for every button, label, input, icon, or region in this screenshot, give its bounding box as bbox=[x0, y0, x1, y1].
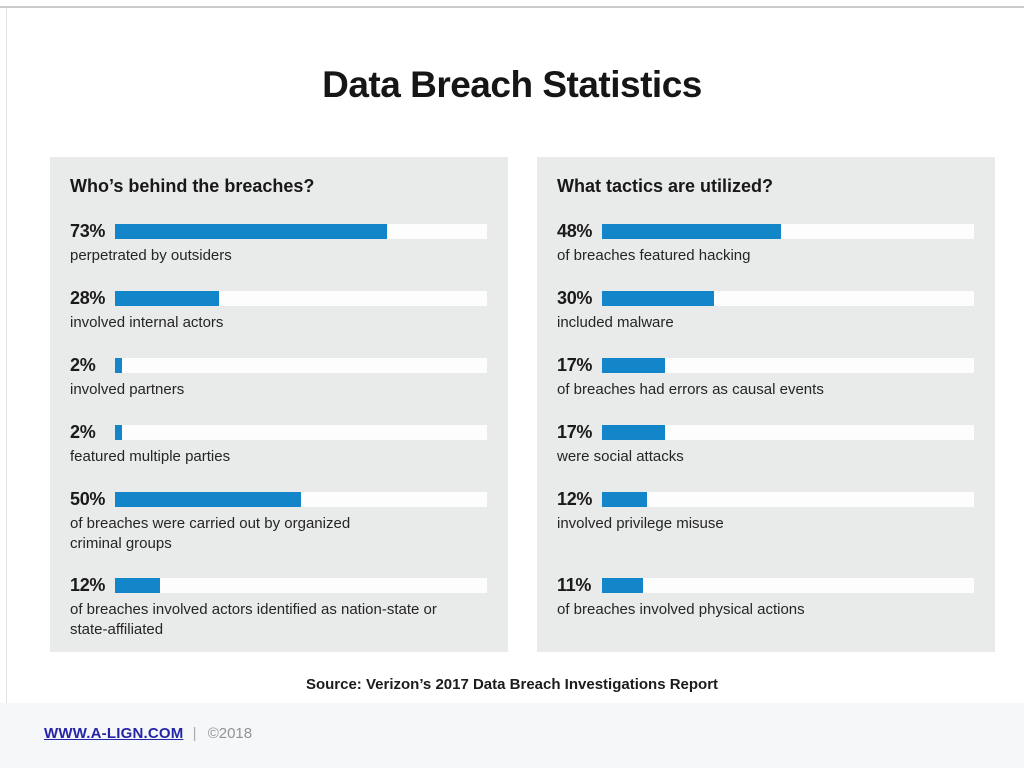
stat-rows: 48% of breaches featured hacking 30% includ… bbox=[557, 157, 974, 652]
stat-value-label: 2% bbox=[70, 421, 96, 442]
left-border-line bbox=[6, 8, 7, 704]
stat-row: 28% involved internal actors bbox=[70, 287, 487, 333]
stat-row: 17% of breaches had errors as causal even… bbox=[557, 354, 974, 400]
stat-row: 2% involved partners bbox=[70, 354, 487, 400]
stat-row: 12% involved privilege misuse bbox=[557, 488, 974, 534]
footer-separator: | bbox=[192, 725, 197, 742]
bar-line: 12% bbox=[557, 488, 974, 510]
stat-description: of breaches featured hacking bbox=[557, 247, 751, 264]
bar-fill bbox=[115, 491, 301, 507]
stat-value-label: 28% bbox=[70, 287, 106, 308]
bar-fill bbox=[115, 577, 160, 593]
stat-value-label: 17% bbox=[557, 421, 593, 442]
stat-row: 11% of breaches involved physical actions bbox=[557, 574, 974, 620]
bar-line: 30% bbox=[557, 287, 974, 309]
bar-line: 17% bbox=[557, 354, 974, 376]
stat-row: 12% of breaches involved actors identifie… bbox=[70, 574, 487, 640]
bar-line: 11% bbox=[557, 574, 974, 596]
stat-value-label: 11% bbox=[557, 574, 592, 595]
bar-line: 2% bbox=[70, 354, 487, 376]
website-link[interactable]: WWW.A-LIGN.COM bbox=[44, 725, 184, 742]
bar-line: 50% bbox=[70, 488, 487, 510]
stat-value-label: 12% bbox=[70, 574, 106, 595]
stat-row: 48% of breaches featured hacking bbox=[557, 220, 974, 266]
stat-row: 50% of breaches were carried out by organ… bbox=[70, 488, 487, 554]
panel-title: Who’s behind the breaches? bbox=[70, 176, 315, 196]
bar-line: 73% bbox=[70, 220, 487, 242]
bar-track bbox=[602, 491, 974, 507]
stat-description: of breaches involved physical actions bbox=[557, 601, 805, 618]
stat-value-label: 48% bbox=[557, 220, 593, 241]
bar-fill bbox=[602, 577, 643, 593]
bar-fill bbox=[602, 290, 714, 306]
bar-track bbox=[602, 223, 974, 239]
bar-line: 12% bbox=[70, 574, 487, 596]
bar-line: 2% bbox=[70, 421, 487, 443]
bar-track bbox=[115, 491, 487, 507]
stat-panel-tactics: What tactics are utilized? 48% of breache… bbox=[537, 157, 995, 652]
stat-panel-actors: Who’s behind the breaches? 73% perpetrate… bbox=[50, 157, 508, 652]
stat-value-label: 2% bbox=[70, 354, 96, 375]
bar-track bbox=[115, 223, 487, 239]
bar-track bbox=[115, 424, 487, 440]
stat-row: 2% featured multiple parties bbox=[70, 421, 487, 467]
stat-description: of breaches involved actors identified a… bbox=[70, 601, 437, 638]
top-border-line bbox=[0, 6, 1024, 8]
panel-title: What tactics are utilized? bbox=[557, 176, 774, 196]
bar-fill bbox=[602, 424, 666, 440]
bar-track bbox=[115, 290, 487, 306]
bar-fill bbox=[115, 424, 123, 440]
bar-track bbox=[115, 577, 487, 593]
stat-value-label: 30% bbox=[557, 287, 593, 308]
stat-rows: 73% perpetrated by outsiders 28% involved i… bbox=[70, 157, 487, 652]
stat-description: were social attacks bbox=[557, 448, 684, 465]
bar-fill bbox=[115, 223, 387, 239]
footer: WWW.A-LIGN.COM | ©2018 bbox=[0, 703, 1024, 768]
stat-description: of breaches were carried out by organize… bbox=[70, 515, 351, 552]
stat-value-label: 12% bbox=[557, 488, 593, 509]
bar-fill bbox=[115, 357, 123, 373]
bar-track bbox=[602, 424, 974, 440]
bar-line: 28% bbox=[70, 287, 487, 309]
stat-value-label: 73% bbox=[70, 220, 106, 241]
bar-fill bbox=[602, 357, 666, 373]
stat-description: included malware bbox=[557, 314, 674, 331]
stat-row: 17% were social attacks bbox=[557, 421, 974, 467]
bar-fill bbox=[115, 290, 220, 306]
bar-track bbox=[602, 357, 974, 373]
bar-line: 48% bbox=[557, 220, 974, 242]
bar-fill bbox=[602, 223, 781, 239]
stat-row: 30% included malware bbox=[557, 287, 974, 333]
stat-description: of breaches had errors as causal events bbox=[557, 381, 824, 398]
stat-description: involved internal actors bbox=[70, 314, 224, 331]
bar-track bbox=[115, 357, 487, 373]
slide-title: Data Breach Statistics bbox=[322, 64, 702, 105]
copyright-text: ©2018 bbox=[207, 725, 253, 742]
stat-description: involved partners bbox=[70, 381, 185, 398]
stat-row: 73% perpetrated by outsiders bbox=[70, 220, 487, 266]
bar-fill bbox=[602, 491, 647, 507]
bar-line: 17% bbox=[557, 421, 974, 443]
stat-description: involved privilege misuse bbox=[557, 515, 724, 532]
stat-description: featured multiple parties bbox=[70, 448, 231, 465]
stat-description: perpetrated by outsiders bbox=[70, 247, 232, 264]
stat-value-label: 17% bbox=[557, 354, 593, 375]
source-caption: Source: Verizon’s 2017 Data Breach Inves… bbox=[305, 676, 719, 693]
stat-value-label: 50% bbox=[70, 488, 106, 509]
bar-track bbox=[602, 290, 974, 306]
bar-track bbox=[602, 577, 974, 593]
